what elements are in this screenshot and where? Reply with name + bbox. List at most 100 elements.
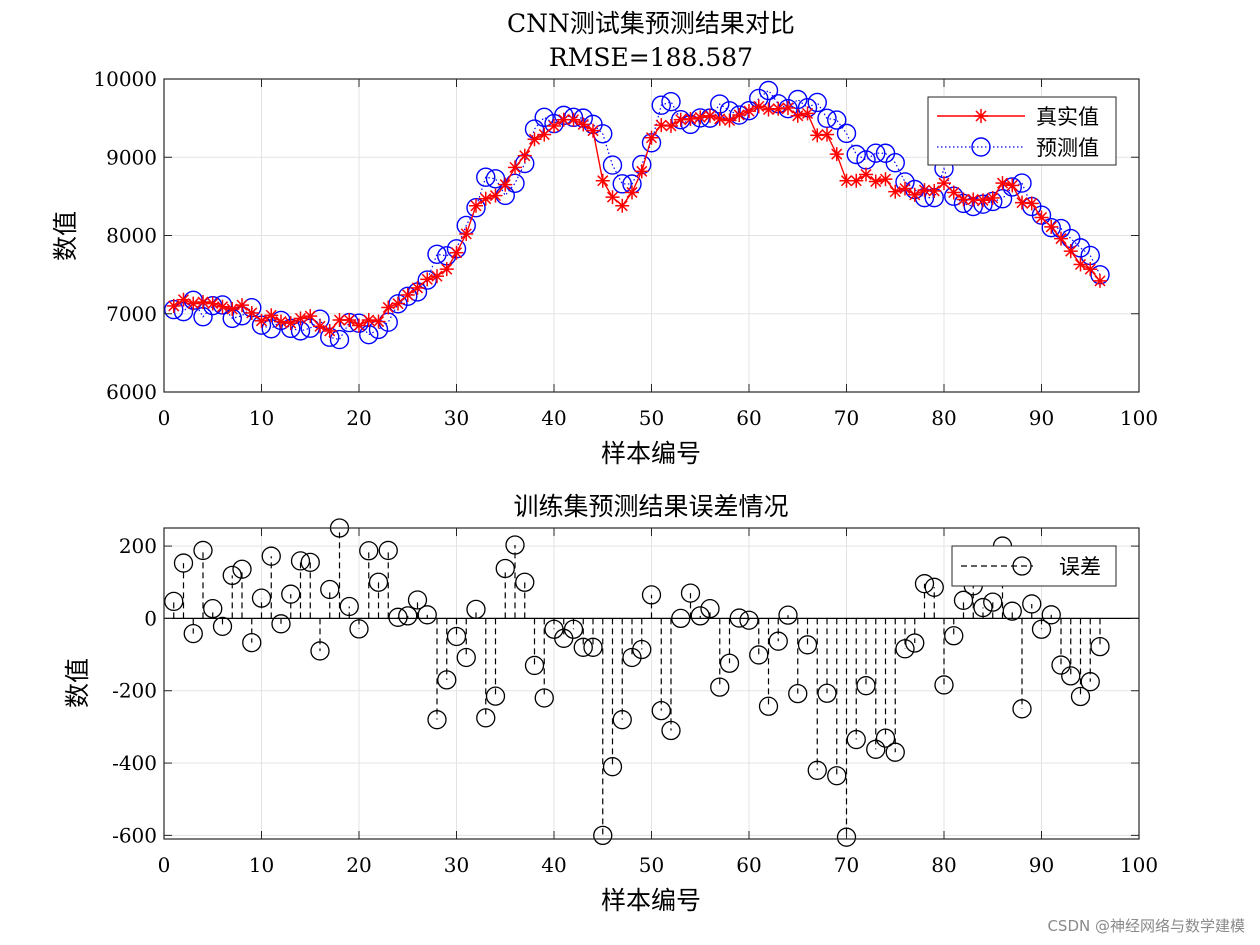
watermark: CSDN @神经网络与数学建模	[1047, 917, 1245, 935]
plot2-ytick-label: -600	[112, 823, 157, 847]
real-point	[605, 190, 620, 205]
plot2-ticks: 0 10 20 30 40 50 60 70 80 90 100 -600 -400 -200 0 200	[112, 528, 1158, 877]
predicted-point	[885, 153, 905, 173]
real-point	[430, 269, 444, 284]
real-point	[644, 130, 659, 145]
real-point	[537, 127, 552, 142]
real-point	[781, 100, 795, 115]
real-point	[634, 164, 649, 179]
real-point	[576, 117, 591, 132]
error-point	[641, 585, 662, 605]
error-point	[797, 635, 818, 655]
plot1-xtick-label: 10	[249, 406, 274, 430]
error-point	[261, 546, 281, 566]
real-point	[595, 173, 610, 188]
error-point	[622, 647, 642, 668]
error-point	[281, 584, 301, 604]
error-point	[1002, 601, 1022, 621]
real-point	[283, 316, 298, 331]
plot2-xtick-label: 40	[541, 853, 566, 877]
error-point	[310, 641, 330, 661]
error-point	[778, 605, 798, 625]
error-point	[339, 596, 359, 617]
plot2-xtick-label: 90	[1029, 853, 1054, 877]
error-point	[710, 677, 730, 697]
error-point	[300, 552, 320, 573]
error-point	[349, 619, 369, 639]
real-point	[1034, 210, 1049, 225]
real-point	[166, 298, 181, 313]
error-point	[563, 619, 584, 639]
real-point	[966, 192, 981, 207]
real-point	[917, 183, 932, 198]
real-point	[547, 118, 561, 133]
real-point	[371, 314, 386, 329]
error-point	[368, 572, 389, 592]
error-stem-plot: 训练集预测结果误差情况 0 10 20 30 40 50 60 70 80 90 100 -600 -4…	[63, 492, 1158, 915]
real-point	[1063, 244, 1078, 259]
real-point	[888, 184, 903, 199]
real-point	[264, 308, 279, 323]
error-point	[524, 655, 545, 676]
real-point	[254, 313, 269, 328]
legend-real-asterisk	[974, 109, 988, 123]
real-point	[829, 147, 844, 162]
plot1-xtick-label: 80	[931, 406, 956, 430]
plot2-ytick-label: -200	[112, 679, 157, 703]
predicted-point	[846, 144, 866, 165]
real-point	[907, 187, 922, 202]
error-point	[719, 653, 740, 673]
error-point	[466, 599, 486, 620]
real-point	[274, 314, 288, 329]
error-point	[749, 645, 769, 665]
error-point	[739, 610, 759, 630]
error-point	[359, 541, 379, 561]
predicted-point	[817, 108, 837, 129]
error-point	[885, 742, 905, 762]
plot1-xtick-label: 20	[346, 406, 371, 430]
legend-pred-label: 预测值	[1036, 136, 1099, 160]
real-point	[927, 183, 942, 198]
plot2-xtick-label: 30	[444, 853, 469, 877]
real-point	[410, 280, 425, 295]
real-point	[985, 190, 1000, 205]
real-point	[946, 185, 961, 200]
error-point	[632, 639, 652, 660]
predicted-point	[788, 89, 808, 110]
real-point	[517, 148, 532, 163]
real-point	[400, 287, 415, 302]
error-point	[203, 598, 223, 619]
error-point	[846, 729, 866, 750]
error-point	[173, 553, 194, 573]
real-point	[176, 292, 191, 307]
error-point	[690, 606, 710, 626]
plot2-xtick-label: 0	[158, 853, 171, 877]
real-point	[810, 128, 825, 143]
error-point	[407, 590, 428, 610]
plot1-subtitle: RMSE=188.587	[549, 43, 753, 72]
error-point	[183, 623, 203, 644]
legend-pred-marker	[971, 137, 991, 157]
real-point	[1015, 195, 1029, 210]
error-point	[680, 583, 701, 603]
error-point	[1090, 636, 1110, 657]
real-point	[566, 112, 581, 127]
error-point	[788, 683, 808, 704]
real-point	[352, 318, 366, 333]
real-point	[761, 102, 776, 117]
error-point	[1022, 594, 1042, 614]
real-point	[478, 191, 493, 206]
error-point	[212, 616, 233, 637]
plot2-xtick-label: 70	[834, 853, 859, 877]
error-point	[836, 827, 857, 847]
real-point	[235, 298, 249, 313]
real-point	[361, 313, 376, 328]
predicted-point	[866, 143, 886, 163]
error-point	[807, 760, 827, 780]
error-point	[398, 606, 418, 626]
real-point	[722, 113, 737, 128]
real-point	[937, 176, 951, 191]
error-point	[729, 608, 749, 628]
error-point	[1080, 672, 1100, 692]
